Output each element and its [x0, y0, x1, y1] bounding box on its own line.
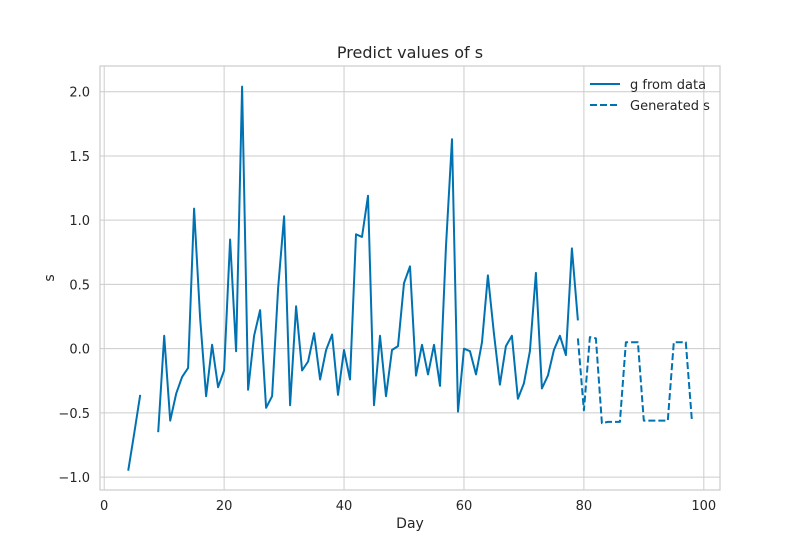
x-axis-label: Day: [396, 516, 424, 532]
x-tick-label: 20: [216, 499, 233, 514]
legend-label: g from data: [630, 78, 706, 93]
x-tick-label: 60: [456, 499, 473, 514]
x-tick-label: 40: [336, 499, 353, 514]
series-line-g-from-data: [127, 394, 142, 471]
y-tick-label: 0.0: [69, 343, 90, 358]
x-tick-label: 100: [691, 499, 716, 514]
chart-title: Predict values of s: [337, 43, 483, 62]
y-axis-ticks: −1.0 −0.5 0.0 0.5 1.0 1.5 2.0: [58, 86, 90, 486]
y-tick-label: 2.0: [69, 86, 90, 101]
y-tick-label: 0.5: [69, 278, 90, 293]
series-line-generated-s: [576, 336, 693, 425]
y-axis-label: s: [42, 274, 58, 281]
y-tick-label: 1.5: [69, 150, 90, 165]
y-tick-label: 1.0: [69, 214, 90, 229]
x-tick-label: 0: [100, 499, 108, 514]
x-axis-ticks: 0 20 40 60 80 100: [100, 499, 716, 514]
data-lines: [127, 85, 693, 471]
y-tick-label: −1.0: [58, 471, 90, 486]
x-tick-label: 80: [576, 499, 593, 514]
series-line-g-from-data: [157, 85, 579, 433]
plot-frame: [99, 65, 721, 491]
legend-label: Generated s: [630, 99, 710, 114]
y-tick-label: −0.5: [58, 407, 90, 422]
grid-lines: [100, 66, 720, 490]
plot-area: [99, 65, 721, 491]
legend: g from data Generated s: [590, 78, 710, 114]
